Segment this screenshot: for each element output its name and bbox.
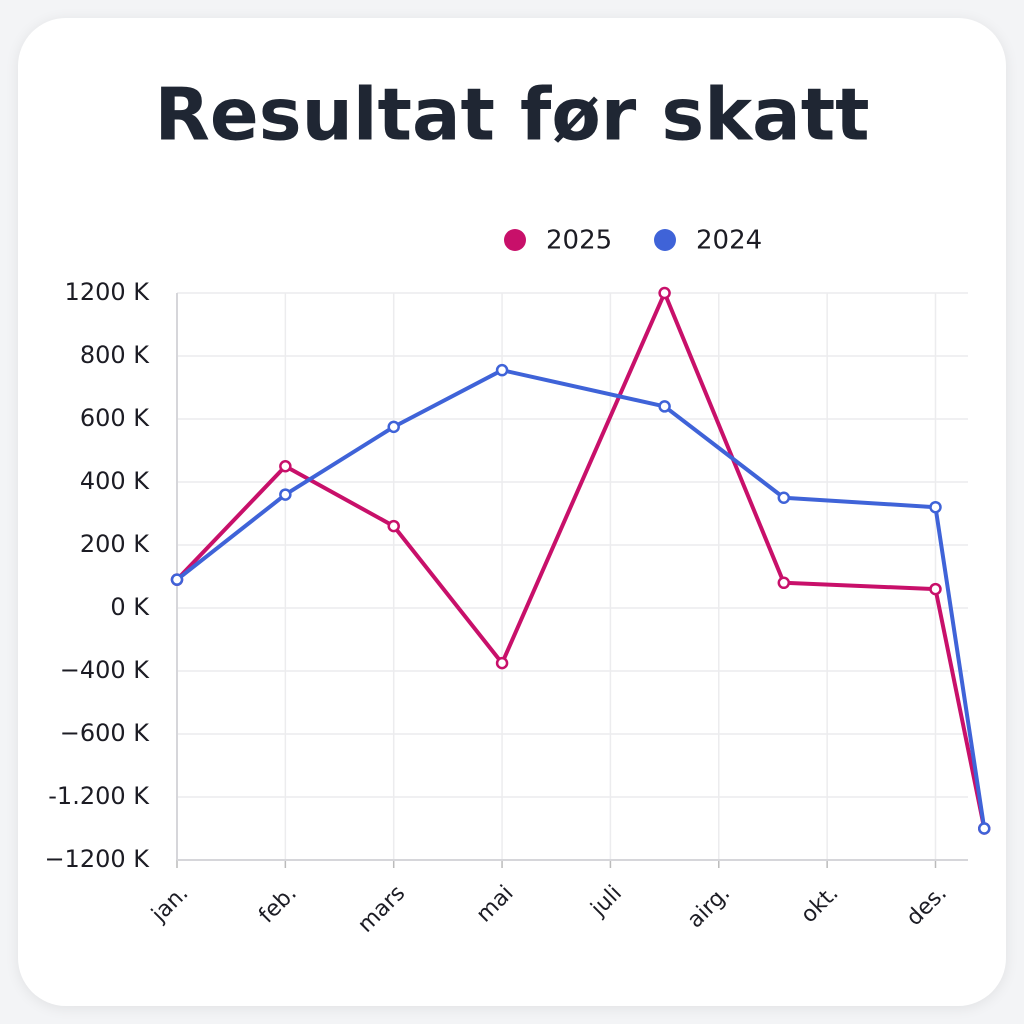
data-point — [495, 363, 509, 377]
data-point — [777, 491, 791, 504]
legend-label: 2024 — [696, 226, 762, 256]
data-point — [279, 488, 292, 501]
x-tick-label: jan. — [146, 881, 193, 928]
data-point — [658, 400, 671, 413]
grid — [176, 292, 968, 861]
legend-label: 2025 — [546, 226, 612, 256]
data-point — [279, 460, 292, 473]
x-tick-label: des. — [902, 881, 952, 931]
x-tick-label: mai — [472, 881, 519, 928]
y-tick-label: 400 K — [80, 467, 150, 495]
x-tick-label: feb. — [254, 881, 302, 929]
legend-swatch — [504, 229, 526, 251]
y-tick-label: 1200 K — [65, 278, 151, 306]
legend-swatch — [654, 229, 676, 251]
card — [18, 18, 1006, 1006]
data-point — [929, 500, 942, 514]
data-point — [495, 656, 509, 670]
data-point — [387, 519, 400, 533]
y-tick-label: 0 K — [110, 593, 150, 621]
data-point — [170, 573, 184, 586]
x-tick-label: okt. — [796, 881, 843, 928]
data-point — [929, 582, 942, 596]
y-tick-label: 800 K — [80, 341, 150, 369]
data-point — [387, 420, 400, 434]
data-point — [658, 286, 671, 300]
x-tick-label: mars — [353, 881, 410, 938]
x-tick-label: juli — [586, 881, 627, 922]
series-line — [175, 291, 987, 829]
y-tick-label: −1200 K — [44, 845, 150, 873]
data-point — [978, 822, 991, 835]
x-tick-label: airg. — [683, 881, 735, 933]
y-tick-label: 600 K — [80, 404, 150, 432]
y-tick-label: −600 K — [60, 719, 151, 747]
series-line — [175, 368, 987, 829]
y-tick-label: −400 K — [60, 656, 151, 684]
chart-title: Resultat før skatt — [154, 73, 869, 157]
y-tick-label: -1.200 K — [48, 782, 150, 810]
data-point — [777, 576, 791, 590]
y-tick-label: 200 K — [80, 530, 150, 558]
